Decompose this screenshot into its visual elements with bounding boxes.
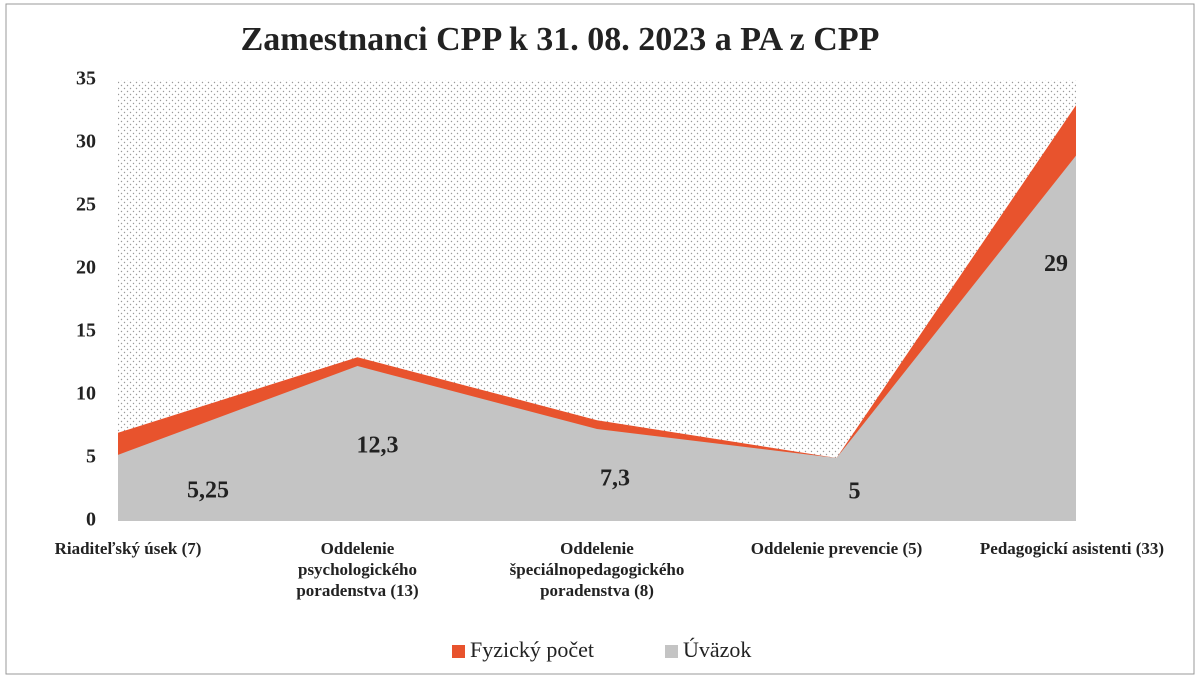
y-tick-label: 35 (76, 68, 96, 90)
y-tick-label: 20 (76, 257, 96, 279)
x-tick-label: Pedagogickí asistenti (33) (979, 539, 1165, 558)
y-tick-label: 15 (76, 320, 96, 342)
legend-swatch (665, 645, 678, 658)
data-label: 12,3 (357, 433, 399, 459)
x-tick-label: Oddelenie špeciálnopedagogického poraden… (509, 539, 685, 600)
legend-label: Úväzok (683, 637, 751, 662)
x-tick-label: Oddelenie psychologického poradenstva (1… (296, 539, 419, 600)
y-tick-label: 0 (86, 509, 96, 531)
data-label: 7,3 (600, 466, 630, 492)
legend-label: Fyzický počet (470, 637, 594, 662)
data-label: 29 (1044, 251, 1068, 277)
chart-title: Zamestnanci CPP k 31. 08. 2023 a PA z CP… (241, 21, 880, 58)
y-tick-label: 5 (86, 446, 96, 468)
x-tick-label: Oddelenie prevencie (5) (750, 539, 923, 558)
y-tick-label: 30 (76, 131, 96, 153)
data-label: 5,25 (187, 477, 229, 503)
x-tick-label: Riaditeľský úsek (7) (54, 539, 202, 558)
y-tick-label: 10 (76, 383, 96, 405)
area (118, 155, 1076, 521)
legend-swatch (452, 645, 465, 658)
data-label: 5 (849, 479, 861, 505)
y-tick-label: 25 (76, 194, 96, 216)
chart-border (5, 3, 1195, 675)
